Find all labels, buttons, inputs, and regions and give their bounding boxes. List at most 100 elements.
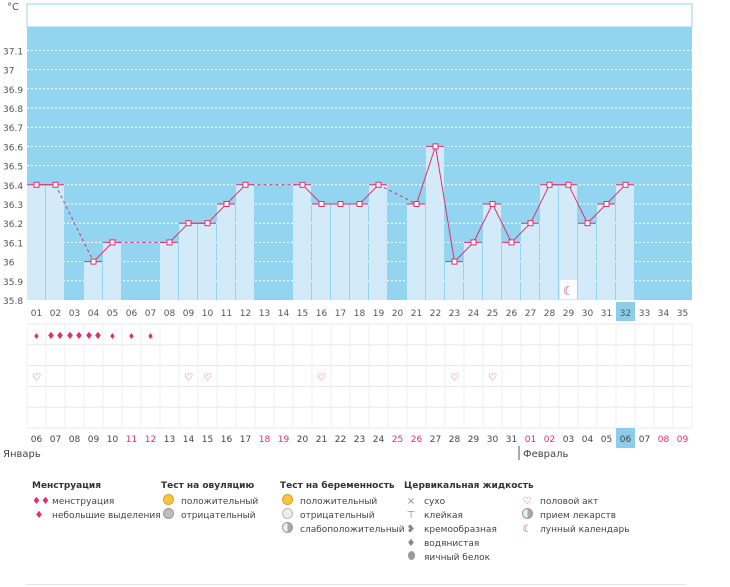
data-point [318, 201, 325, 207]
drop-icon: ♦ [33, 332, 40, 341]
calendar-date-label: 07 [50, 435, 61, 445]
data-point [375, 181, 382, 188]
y-tick-label: 35.8 [3, 297, 23, 307]
data-point [527, 220, 534, 227]
cycle-day-label: 02 [50, 309, 61, 319]
temperature-bar [198, 223, 216, 300]
line-segment [587, 203, 607, 224]
data-point [109, 239, 116, 246]
heart-icon: ♡ [522, 496, 532, 507]
data-point [52, 181, 59, 188]
calendar-date-label: 25 [392, 435, 403, 445]
cycle-day-label: 09 [183, 309, 195, 319]
legend-cervical: Цервикальная жидкость × сухо ⊤ клейкая ❥ кр… [404, 481, 534, 565]
cycle-day-label: 23 [449, 309, 460, 319]
dry-icon: × [406, 496, 416, 507]
legend-other: ♡ половой акт прием лекарств ☾ лунный кале… [520, 481, 630, 537]
data-point [33, 181, 40, 188]
calendar-date-label: 11 [126, 435, 137, 445]
legend-item: ☾ лунный календарь [520, 523, 630, 537]
temperature-bar [217, 204, 235, 300]
cycle-day-label: 04 [88, 309, 100, 319]
calendar-date-label: 30 [487, 435, 499, 445]
legend-item: положительный [161, 494, 258, 510]
calendar-date-label: 17 [240, 435, 251, 445]
data-point [470, 239, 477, 246]
legend-item: положительный [280, 494, 405, 509]
calendar-date-label: 22 [335, 435, 346, 445]
calendar-date-label: 08 [658, 435, 670, 445]
data-point [432, 143, 439, 150]
y-tick-label: 36.1 [3, 239, 23, 249]
gap-line-segment [378, 184, 417, 205]
drops-icon: ♦♦ [66, 331, 84, 342]
legend-item: слабоположительный [280, 522, 405, 538]
cycle-day-highlight [616, 302, 635, 321]
calendar-date-label: 23 [354, 435, 365, 445]
data-point [622, 181, 629, 188]
gap-line-segment [55, 184, 94, 262]
legend-item: ♦ небольшие выделения [32, 509, 161, 523]
month-label-january: Январь [3, 449, 41, 460]
y-tick-label: 36.6 [3, 143, 23, 153]
legend-item: × сухо [404, 495, 534, 509]
legend-item: яичный белок [404, 551, 534, 565]
cycle-day-label: 28 [544, 309, 556, 319]
legend-ovulation: Тест на овуляцию положительный отрицател… [161, 481, 258, 523]
symptom-grid: ♦ ♦♦ ♦♦ ♦♦ ♦ ♦ ♦♡ ♡ ♡ ♡ ♡ ♡ [26, 323, 693, 429]
line-segment [416, 146, 436, 205]
temperature-bar [464, 242, 482, 300]
y-tick-label: 36.5 [3, 163, 23, 173]
legend-pregnancy: Тест на беременность положительный отриц… [280, 481, 405, 537]
y-tick-label: 36.7 [3, 124, 23, 134]
legend-item: ♦ водянистая [404, 537, 534, 551]
data-point [223, 201, 230, 207]
line-segment [511, 222, 531, 243]
temperature-bar [597, 204, 615, 300]
cycle-day-label: 19 [373, 309, 385, 319]
watery-icon: ♦ [406, 538, 416, 549]
temperature-bar [293, 184, 311, 300]
data-point [565, 181, 572, 188]
data-point [299, 181, 306, 188]
line-segment [226, 184, 246, 205]
temperature-bar [616, 184, 634, 300]
temperature-bar [160, 242, 178, 300]
calendar-date-label: 02 [544, 435, 555, 445]
month-label-february: Февраль [523, 449, 569, 460]
line-segment [530, 184, 550, 224]
legend-item: прием лекарств [520, 508, 630, 523]
calendar-date-label: 28 [449, 435, 461, 445]
cycle-day-label: 17 [335, 309, 346, 319]
cycle-day-label: 31 [601, 309, 612, 319]
heart-icon: ♡ [203, 373, 212, 384]
y-tick-label: 36.9 [3, 86, 23, 96]
date-axis: 06 07 08 09 10 11 12 13 14 15 16 17 18 19 20 21 22 23 24 25… [3, 428, 688, 460]
line-segment [93, 242, 113, 262]
calendar-date-label: 06 [31, 435, 43, 445]
cycle-day-label: 03 [69, 309, 80, 319]
ovulation-positive-icon [161, 494, 175, 510]
cycle-day-label: 13 [259, 309, 270, 319]
y-tick-label: 36 [3, 259, 15, 269]
y-tick-label: 36.4 [3, 182, 23, 192]
data-point [337, 201, 344, 207]
temperature-bar [350, 204, 368, 300]
temperature-chart: ☾ 35.8 35.9 36 36.1 36.2 36.3 36.4 36.5 36.6 36.7… [3, 2, 693, 460]
temperature-bar [407, 204, 425, 300]
calendar-date-label: 16 [221, 435, 233, 445]
drops-icon: ♦♦ [32, 496, 50, 507]
cycle-day-label: 24 [468, 309, 480, 319]
pregnancy-weak-icon [280, 522, 294, 538]
chart-axes: 35.8 35.9 36 36.1 36.2 36.3 36.4 36.5 36.6 36.7 36… [3, 2, 688, 321]
calendar-date-label: 10 [107, 435, 119, 445]
temperature-bar [27, 184, 45, 300]
calendar-date-label: 19 [278, 435, 290, 445]
temperature-bar [46, 184, 64, 300]
heart-icon: ♡ [488, 373, 497, 384]
temperature-bar [369, 184, 387, 300]
cycle-day-label: 01 [31, 309, 42, 319]
cycle-day-label: 05 [107, 309, 118, 319]
legend-item: отрицательный [280, 508, 405, 523]
cycle-day-label: 15 [297, 309, 308, 319]
